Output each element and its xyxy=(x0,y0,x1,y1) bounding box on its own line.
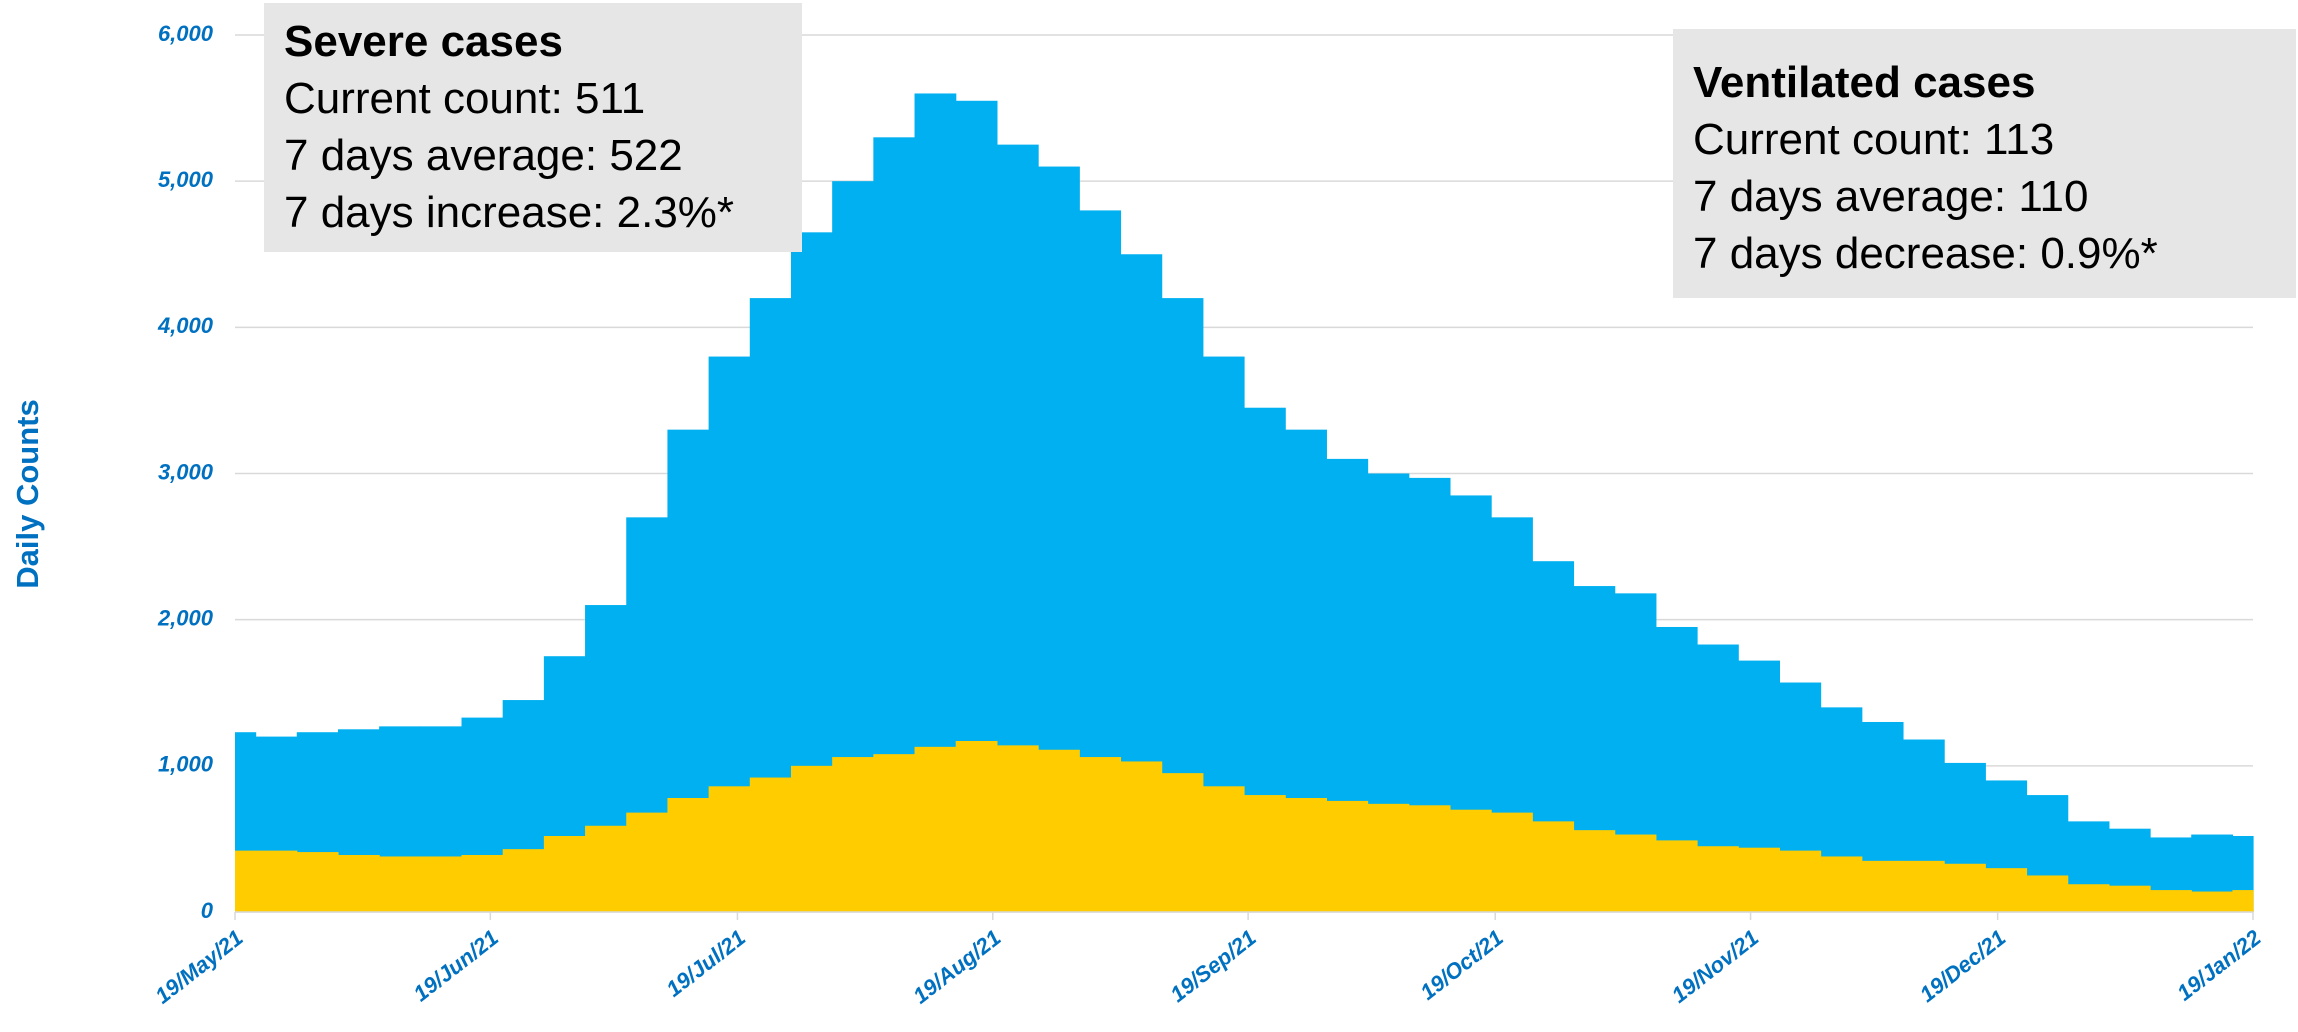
bar xyxy=(708,786,751,912)
bar xyxy=(1079,757,1122,912)
bar xyxy=(873,754,916,912)
y-tick-label: 5,000 xyxy=(158,167,214,192)
bar xyxy=(2150,890,2192,912)
bar xyxy=(1738,847,1780,912)
x-tick-label: 19/Jun/21 xyxy=(409,925,503,1006)
bar xyxy=(1326,800,1369,912)
x-tick-label: 19/Nov/21 xyxy=(1667,925,1763,1008)
bar xyxy=(1120,761,1163,912)
x-tick-label: 19/Jan/22 xyxy=(2172,924,2266,1005)
bar xyxy=(1779,850,1822,912)
y-tick-label: 1,000 xyxy=(158,752,214,777)
bar xyxy=(255,850,298,912)
bar xyxy=(1861,860,1904,912)
severe-box: Severe cases Current count: 511 7 days a… xyxy=(264,3,802,252)
bar xyxy=(996,745,1039,912)
bar xyxy=(1902,860,1945,912)
bar xyxy=(2191,891,2234,912)
y-tick-label: 2,000 xyxy=(157,605,214,630)
bar xyxy=(337,854,380,912)
bar xyxy=(832,757,874,912)
bar xyxy=(1944,863,1986,912)
bar xyxy=(235,850,257,912)
bar xyxy=(420,856,463,912)
ventilated-box: Ventilated cases Current count: 113 7 da… xyxy=(1673,29,2296,298)
bar xyxy=(1985,868,2028,912)
y-tick-label: 3,000 xyxy=(158,459,214,484)
bar xyxy=(1244,795,1286,912)
bar xyxy=(2026,875,2069,912)
bar xyxy=(296,852,339,912)
bar xyxy=(1367,803,1410,912)
bar xyxy=(1614,834,1657,912)
bar xyxy=(914,746,957,912)
bar xyxy=(790,765,833,912)
box-title: Severe cases xyxy=(284,17,563,66)
x-tick-label: 19/Oct/21 xyxy=(1415,925,1507,1005)
bar xyxy=(2232,890,2254,912)
bar xyxy=(1532,821,1575,912)
bar xyxy=(1038,749,1080,912)
y-tick-label: 0 xyxy=(201,898,214,923)
x-tick-label: 19/Sep/21 xyxy=(1165,925,1260,1007)
bar xyxy=(379,856,421,912)
bar xyxy=(1655,840,1698,912)
bar xyxy=(1449,809,1492,912)
bar xyxy=(1573,830,1616,912)
box-line: 7 days average: 522 xyxy=(284,131,683,180)
x-tick-label: 19/Aug/21 xyxy=(908,925,1005,1009)
x-tick-label: 19/Dec/21 xyxy=(1915,925,2010,1007)
bar xyxy=(626,812,669,912)
bar xyxy=(1491,812,1533,912)
box-line: 7 days increase: 2.3%* xyxy=(284,188,735,237)
x-tick-label: 19/Jul/21 xyxy=(661,925,750,1002)
bar xyxy=(1408,805,1451,912)
bar xyxy=(1820,856,1863,912)
bar xyxy=(1202,786,1245,912)
bar xyxy=(2067,884,2110,912)
bar xyxy=(955,740,998,912)
bar xyxy=(585,825,627,912)
y-axis-title: Daily Counts xyxy=(10,399,45,588)
box-line: 7 days decrease: 0.9%* xyxy=(1693,229,2158,278)
bar xyxy=(1285,797,1327,912)
box-line: 7 days average: 110 xyxy=(1693,172,2089,221)
bar xyxy=(461,854,504,912)
box-line: Current count: 511 xyxy=(284,74,646,123)
bar xyxy=(2108,885,2151,912)
box-line: Current count: 113 xyxy=(1693,115,2055,164)
bar xyxy=(543,835,586,912)
x-tick-label: 19/May/21 xyxy=(150,925,247,1009)
bar xyxy=(1161,773,1204,912)
y-tick-label: 4,000 xyxy=(157,313,214,338)
bar xyxy=(1697,846,1739,912)
box-title: Ventilated cases xyxy=(1693,58,2036,107)
y-tick-label: 6,000 xyxy=(158,21,214,46)
bar xyxy=(667,797,710,912)
bar xyxy=(502,849,545,912)
bar xyxy=(749,777,792,912)
